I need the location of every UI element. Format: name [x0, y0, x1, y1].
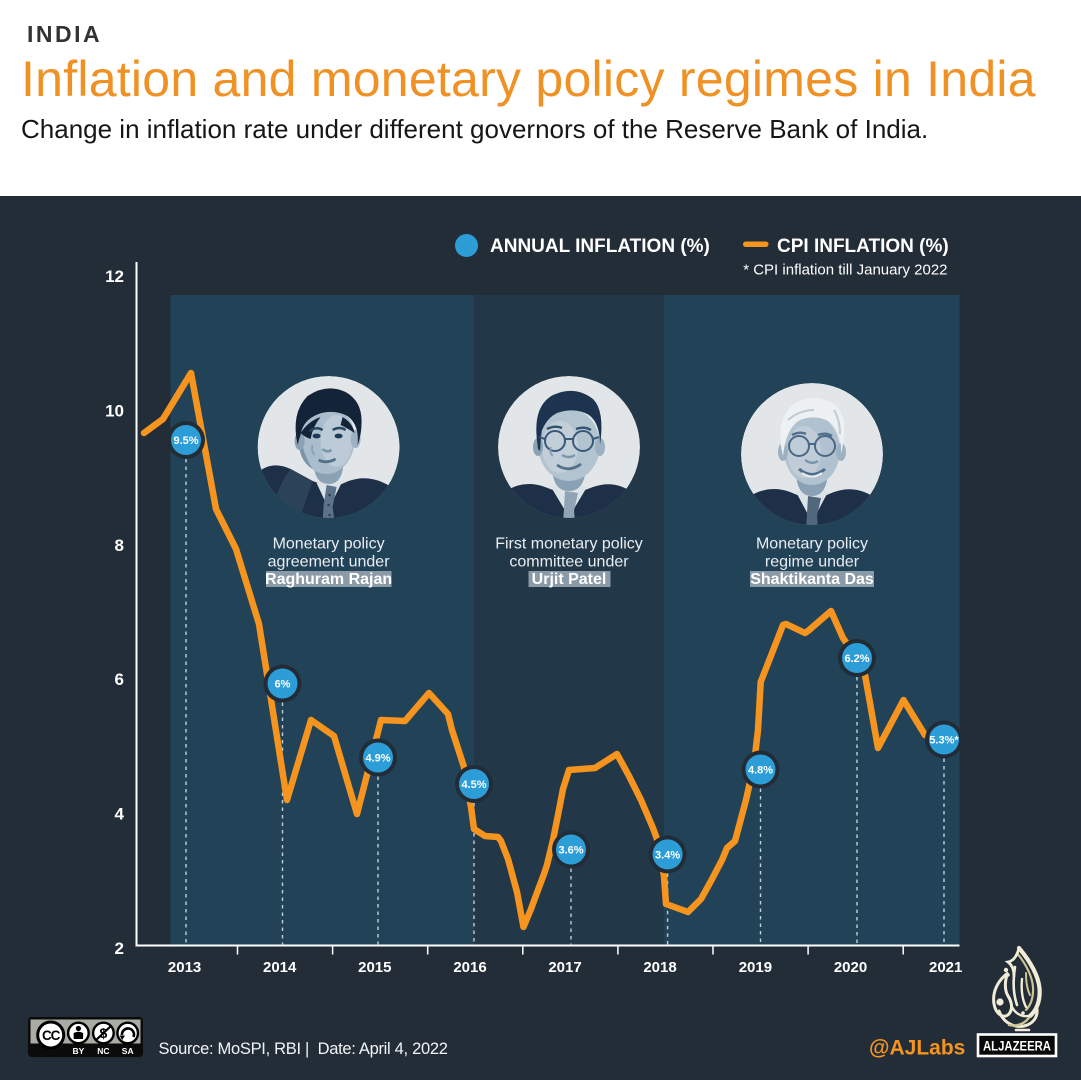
svg-text:Shaktikanta Das: Shaktikanta Das [750, 571, 874, 588]
svg-text:2019: 2019 [739, 959, 772, 976]
svg-text:4.5%: 4.5% [461, 779, 486, 791]
svg-text:9.5%: 9.5% [173, 435, 198, 447]
svg-text:4: 4 [115, 805, 125, 824]
svg-text:regime under: regime under [765, 554, 860, 571]
svg-text:ALJAZEERA: ALJAZEERA [983, 1039, 1051, 1054]
svg-text:2013: 2013 [168, 959, 201, 976]
svg-text:12: 12 [105, 267, 124, 286]
svg-text:agreement under: agreement under [268, 554, 391, 571]
svg-text:4.9%: 4.9% [365, 753, 390, 765]
svg-text:CC: CC [42, 1028, 61, 1043]
svg-text:5.3%*: 5.3%* [929, 735, 959, 747]
svg-text:@AJLabs: @AJLabs [869, 1037, 965, 1060]
svg-text:SA: SA [122, 1046, 134, 1056]
svg-text:* CPI inflation till January 2: * CPI inflation till January 2022 [743, 262, 947, 279]
svg-text:3.6%: 3.6% [558, 845, 583, 857]
svg-text:6.2%: 6.2% [844, 653, 869, 665]
svg-text:NC: NC [97, 1046, 109, 1056]
svg-text:committee under: committee under [509, 554, 629, 571]
svg-text:CPI INFLATION (%): CPI INFLATION (%) [777, 236, 949, 257]
svg-text:ANNUAL INFLATION (%): ANNUAL INFLATION (%) [490, 236, 710, 257]
svg-text:2: 2 [115, 939, 124, 958]
svg-text:8: 8 [115, 536, 124, 555]
svg-text:4.8%: 4.8% [748, 765, 773, 777]
svg-text:2018: 2018 [643, 959, 676, 976]
svg-text:6%: 6% [275, 679, 291, 691]
svg-text:First monetary policy: First monetary policy [495, 536, 643, 553]
svg-text:3.4%: 3.4% [655, 849, 680, 861]
svg-text:Urjit Patel: Urjit Patel [532, 571, 607, 588]
svg-text:Source: MoSPI, RBI | Date: Ap: Source: MoSPI, RBI | Date: April 4, 2022 [159, 1040, 448, 1058]
svg-text:2015: 2015 [358, 959, 391, 976]
svg-text:Monetary policy: Monetary policy [273, 536, 385, 553]
svg-text:10: 10 [105, 401, 124, 420]
svg-text:Raghuram Rajan: Raghuram Rajan [265, 571, 392, 588]
svg-text:2016: 2016 [453, 959, 486, 976]
svg-text:Monetary policy: Monetary policy [756, 536, 868, 553]
svg-text:2020: 2020 [834, 959, 867, 976]
svg-text:BY: BY [72, 1046, 84, 1056]
svg-text:2014: 2014 [263, 959, 297, 976]
svg-text:2021: 2021 [929, 959, 962, 976]
svg-text:2017: 2017 [548, 959, 581, 976]
svg-text:6: 6 [115, 670, 124, 689]
